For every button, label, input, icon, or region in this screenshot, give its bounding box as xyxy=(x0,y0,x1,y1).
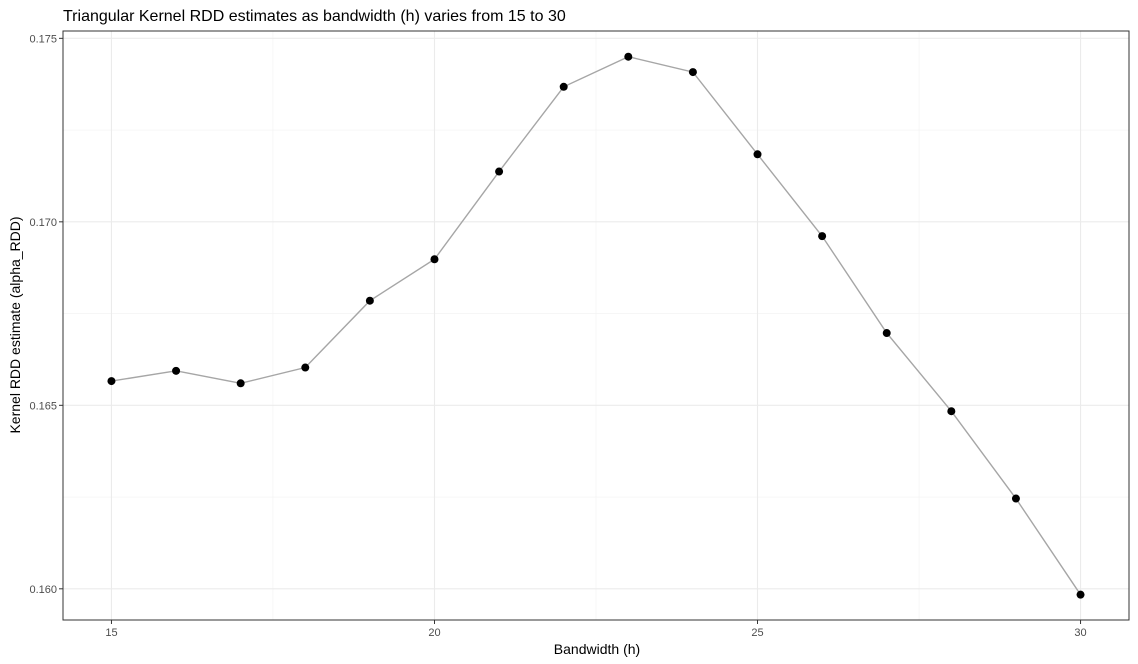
data-point xyxy=(107,377,116,386)
data-point xyxy=(301,363,310,372)
y-axis-label: Kernel RDD estimate (alpha_RDD) xyxy=(7,216,23,433)
data-point xyxy=(430,255,439,264)
x-tick-label: 25 xyxy=(751,627,763,639)
data-point xyxy=(947,407,956,416)
y-axis: 0.160 0.165 0.170 0.175 xyxy=(29,33,63,596)
x-axis: 15 20 25 30 xyxy=(105,620,1087,639)
data-point xyxy=(753,150,762,159)
data-point xyxy=(1076,590,1085,599)
x-tick-label: 15 xyxy=(105,627,117,639)
grid xyxy=(63,31,1129,620)
data-point xyxy=(1011,494,1020,503)
chart-title: Triangular Kernel RDD estimates as bandw… xyxy=(63,8,566,25)
data-point xyxy=(688,68,697,77)
data-point xyxy=(882,329,891,338)
data-point xyxy=(624,52,633,61)
x-tick-label: 30 xyxy=(1074,627,1086,639)
x-axis-label: Bandwidth (h) xyxy=(554,641,640,657)
y-tick-label: 0.175 xyxy=(29,33,57,45)
data-point xyxy=(172,366,181,375)
data-point xyxy=(236,379,245,388)
y-tick-label: 0.170 xyxy=(29,217,57,229)
data-point xyxy=(559,82,568,91)
data-point xyxy=(495,167,504,176)
series xyxy=(107,52,1085,599)
series-line xyxy=(111,55,1082,596)
data-point xyxy=(818,232,827,241)
y-tick-label: 0.160 xyxy=(29,584,57,596)
y-tick-label: 0.165 xyxy=(29,400,57,412)
x-tick-label: 20 xyxy=(428,627,440,639)
plot-panel-border xyxy=(62,30,1130,621)
data-point xyxy=(365,296,374,305)
